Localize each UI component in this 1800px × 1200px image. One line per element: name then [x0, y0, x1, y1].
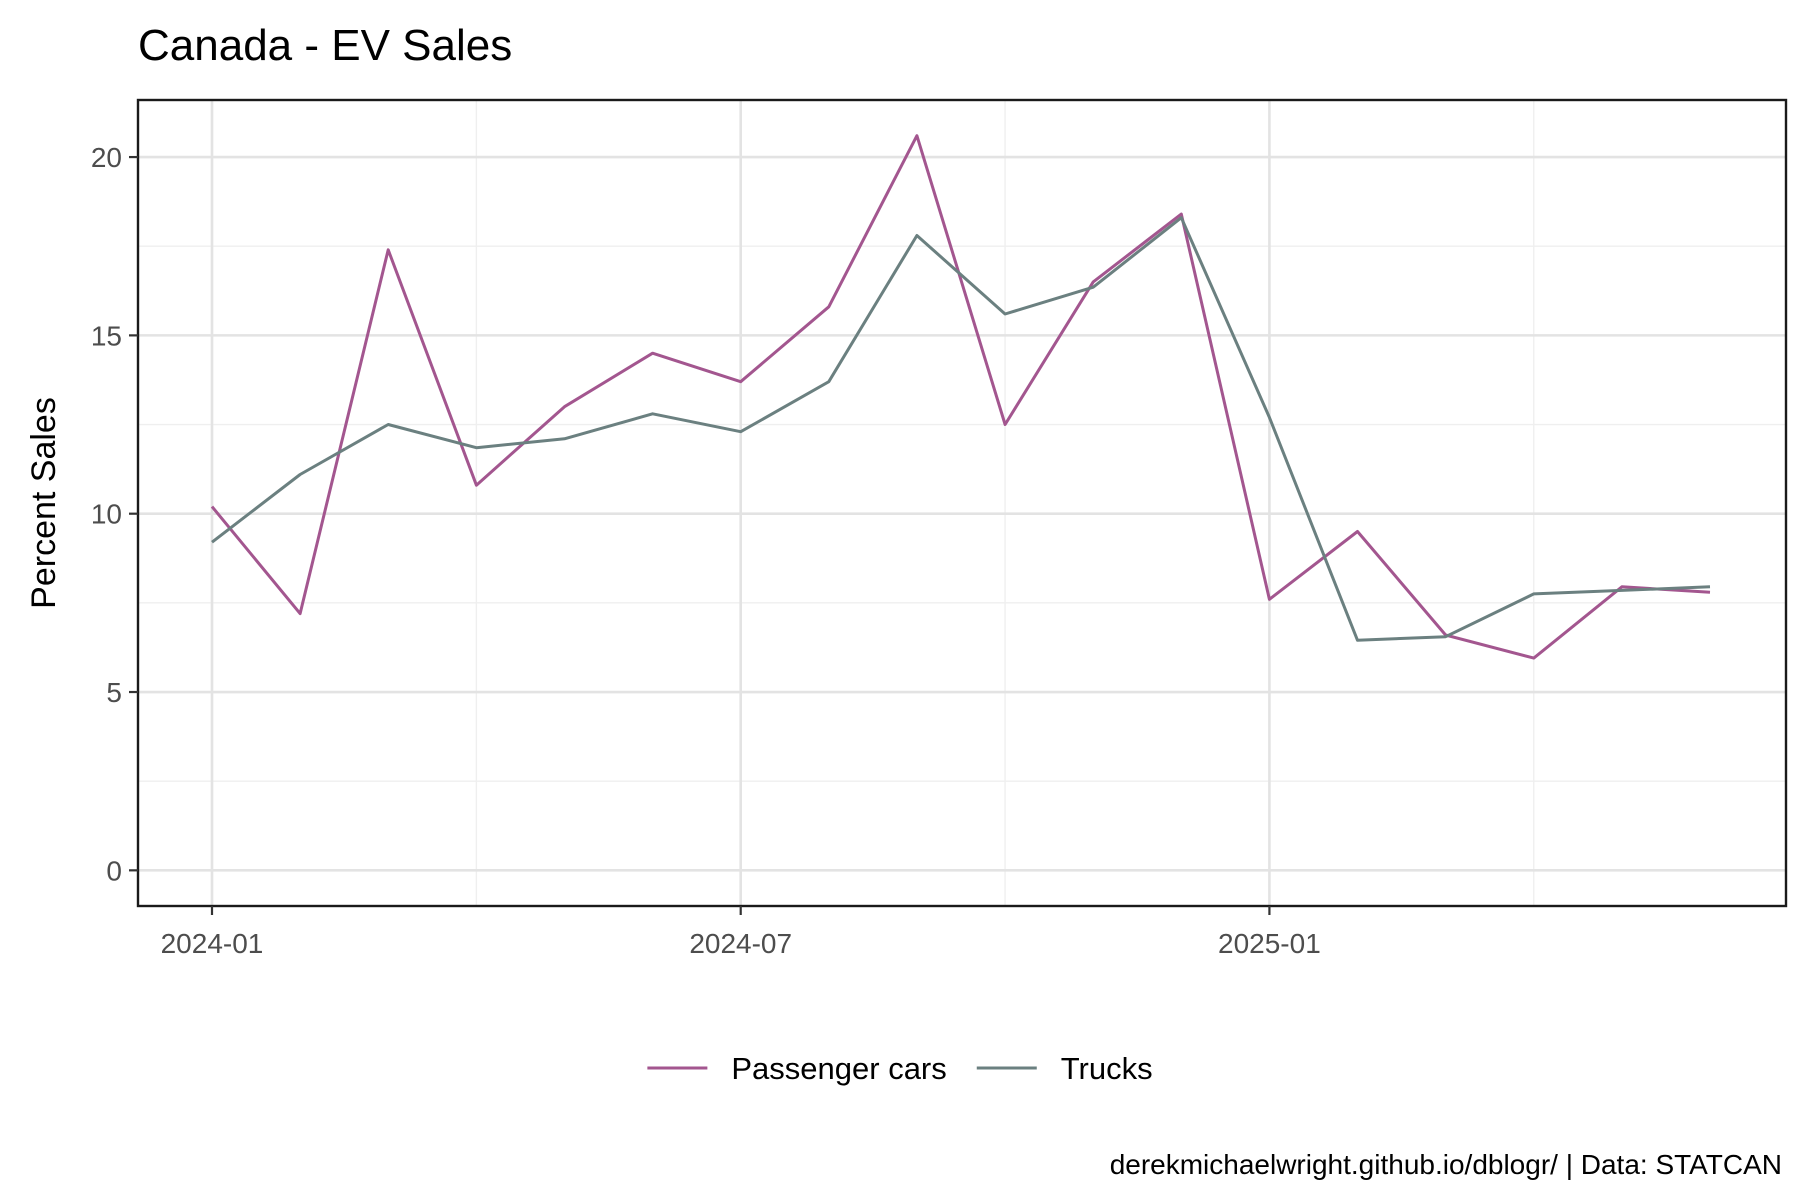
- y-axis: 0 5 10 15 20: [91, 142, 138, 886]
- chart-title: Canada - EV Sales: [138, 21, 512, 70]
- x-tick-label: 2024-01: [161, 928, 264, 959]
- y-tick-label: 5: [106, 677, 122, 708]
- legend: Passenger cars Trucks: [647, 1051, 1153, 1086]
- y-tick-label: 0: [106, 855, 122, 886]
- plot-panel: [136, 98, 1788, 908]
- series-lines: [210, 134, 1711, 660]
- y-tick-label: 20: [91, 142, 122, 173]
- y-axis-label: Percent Sales: [25, 397, 63, 609]
- legend-label-trucks: Trucks: [1061, 1051, 1153, 1086]
- grid: [138, 100, 1786, 906]
- series-line-trucks: [211, 216, 1711, 642]
- legend-label-passenger-cars: Passenger cars: [731, 1051, 946, 1086]
- x-tick-label: 2024-07: [689, 928, 792, 959]
- y-tick-label: 15: [91, 320, 122, 351]
- x-axis: 2024-01 2024-07 2025-01: [161, 906, 1321, 959]
- chart-caption: derekmichaelwright.github.io/dblogr/ | D…: [1110, 1149, 1782, 1180]
- series-line-passenger-cars: [210, 134, 1711, 660]
- x-tick-label: 2025-01: [1218, 928, 1321, 959]
- y-tick-label: 10: [91, 499, 122, 530]
